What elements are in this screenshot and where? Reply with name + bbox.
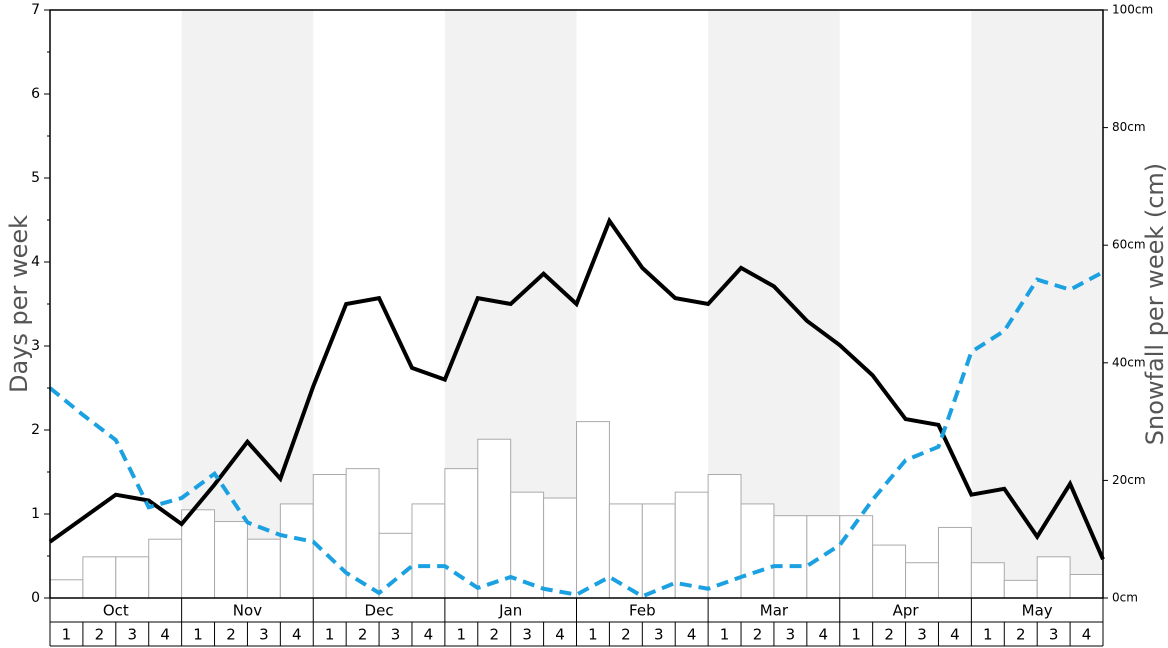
bar bbox=[1036, 556, 1071, 599]
y2-tick-label: 80cm bbox=[1112, 120, 1146, 134]
bar bbox=[214, 521, 248, 599]
bar bbox=[1003, 579, 1038, 599]
week-label: 1 bbox=[720, 626, 730, 644]
month-label: May bbox=[1022, 602, 1053, 620]
bar bbox=[1069, 573, 1104, 599]
bar bbox=[608, 503, 643, 599]
line-series bbox=[48, 270, 1104, 599]
y2-tick-label: 20cm bbox=[1112, 473, 1146, 487]
week-label: 3 bbox=[522, 626, 532, 644]
week-label: 3 bbox=[654, 626, 664, 644]
week-label: 3 bbox=[259, 626, 269, 644]
week-label: 4 bbox=[160, 626, 170, 644]
y-tick-label: 5 bbox=[31, 170, 40, 186]
week-label: 1 bbox=[325, 626, 335, 644]
bar bbox=[246, 538, 281, 599]
bar bbox=[839, 515, 874, 599]
week-label: 2 bbox=[884, 626, 894, 644]
bar bbox=[345, 468, 380, 599]
bar bbox=[576, 421, 610, 599]
bar bbox=[279, 503, 314, 599]
week-label: 2 bbox=[753, 626, 763, 644]
y2-tick-label: 40cm bbox=[1112, 355, 1146, 369]
y-tick-label: 4 bbox=[31, 254, 40, 270]
month-label: Mar bbox=[760, 602, 789, 620]
month-label: Jan bbox=[498, 602, 522, 620]
bar bbox=[806, 515, 841, 599]
bar bbox=[181, 509, 216, 599]
bar bbox=[477, 438, 512, 599]
y2-axis-label: Snowfall per week (cm) bbox=[1141, 163, 1168, 445]
week-label: 2 bbox=[226, 626, 236, 644]
week-label: 1 bbox=[62, 626, 72, 644]
week-label: 4 bbox=[950, 626, 960, 644]
week-label: 2 bbox=[621, 626, 631, 644]
y-tick-label: 6 bbox=[31, 86, 40, 102]
bar bbox=[312, 474, 347, 599]
bar bbox=[905, 562, 939, 599]
y-tick-label: 3 bbox=[31, 338, 40, 354]
week-label: 2 bbox=[1016, 626, 1026, 644]
week-label: 1 bbox=[193, 626, 203, 644]
bar bbox=[543, 497, 577, 599]
week-label: 4 bbox=[687, 626, 697, 644]
bar bbox=[510, 491, 545, 599]
week-label: 1 bbox=[588, 626, 598, 644]
y-tick-label: 1 bbox=[31, 506, 40, 522]
week-label: 1 bbox=[457, 626, 467, 644]
month-label: Nov bbox=[233, 602, 262, 620]
bar bbox=[970, 562, 1005, 599]
bar bbox=[411, 503, 446, 599]
bar bbox=[773, 515, 808, 599]
week-label: 3 bbox=[127, 626, 137, 644]
bar bbox=[872, 544, 907, 599]
month-shade bbox=[971, 10, 1103, 598]
y2-tick-label: 60cm bbox=[1112, 238, 1146, 252]
week-label: 2 bbox=[358, 626, 368, 644]
month-label: Feb bbox=[629, 602, 656, 620]
y-tick-label: 7 bbox=[31, 2, 40, 18]
y-tick-label: 2 bbox=[31, 422, 40, 438]
month-label: Dec bbox=[365, 602, 394, 620]
month-label: Apr bbox=[893, 602, 920, 620]
week-label: 2 bbox=[95, 626, 105, 644]
week-label: 4 bbox=[819, 626, 829, 644]
week-label: 4 bbox=[424, 626, 434, 644]
bar bbox=[378, 532, 413, 599]
line-series bbox=[48, 216, 1105, 561]
week-label: 4 bbox=[555, 626, 565, 644]
week-label: 3 bbox=[391, 626, 401, 644]
y2-tick-label: 0cm bbox=[1112, 591, 1138, 605]
week-label: 3 bbox=[786, 626, 796, 644]
week-label: 2 bbox=[489, 626, 499, 644]
bar bbox=[674, 491, 709, 599]
week-label: 4 bbox=[1082, 626, 1092, 644]
month-label: Oct bbox=[103, 602, 129, 620]
bar bbox=[82, 556, 117, 599]
bar bbox=[49, 579, 84, 599]
bar bbox=[937, 526, 972, 599]
y2-tick-label: 100cm bbox=[1112, 3, 1153, 17]
week-label: 3 bbox=[1049, 626, 1059, 644]
week-label: 3 bbox=[917, 626, 927, 644]
week-label: 1 bbox=[983, 626, 993, 644]
week-label: 4 bbox=[292, 626, 302, 644]
week-label: 1 bbox=[851, 626, 861, 644]
bar bbox=[115, 556, 150, 599]
y-axis-label: Days per week bbox=[5, 215, 33, 393]
bar bbox=[740, 503, 775, 599]
bar bbox=[148, 538, 183, 599]
y-tick-label: 0 bbox=[31, 590, 40, 606]
